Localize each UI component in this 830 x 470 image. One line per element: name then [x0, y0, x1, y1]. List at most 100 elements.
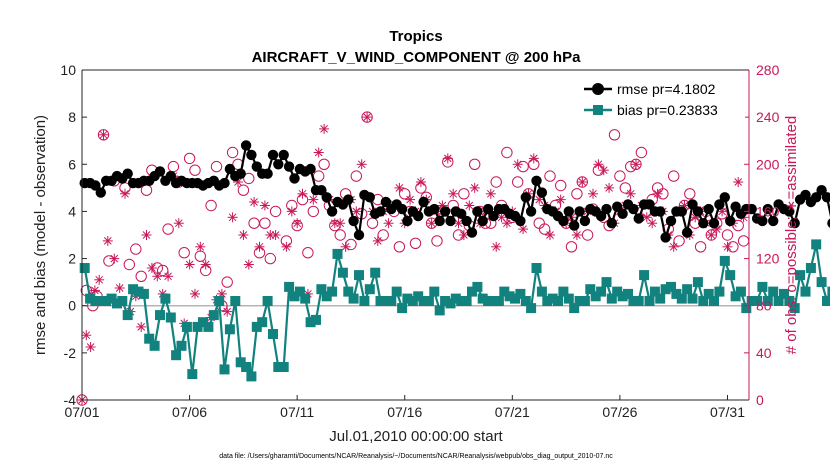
rmse-point-26 — [219, 177, 230, 189]
obs-possible-point-49 — [350, 170, 362, 182]
obs-possible-point-69 — [458, 188, 470, 200]
obs-assimilated-point-35 — [259, 200, 270, 211]
rmse-point-31 — [246, 149, 257, 161]
rmse-point-51 — [353, 229, 365, 241]
obs-possible-point-101 — [630, 158, 642, 171]
bias-point-49 — [343, 286, 354, 297]
bias-point-70 — [456, 296, 467, 306]
bias-point-19 — [181, 321, 192, 332]
bias-point-120 — [725, 270, 736, 281]
obs-assimilated-point-122 — [733, 177, 744, 187]
obs-possible-point-60 — [409, 237, 422, 250]
obs-possible-point-54 — [377, 229, 389, 241]
obs-assimilated-point-77 — [491, 241, 502, 252]
bias-point-92 — [574, 296, 585, 306]
rmse-point-65 — [429, 203, 440, 215]
bias-point-113 — [687, 293, 698, 304]
x-axis-label: Jul.01,2010 00:00:00 start — [329, 428, 503, 445]
obs-possible-point-33 — [259, 217, 271, 229]
obs-assimilated-point-65 — [426, 218, 437, 229]
rmse-point-134 — [800, 189, 811, 201]
bias-point-130 — [779, 288, 789, 299]
obs-possible-point-75 — [490, 176, 502, 188]
obs-possible-point-20 — [189, 164, 201, 176]
bias-point-75 — [483, 296, 494, 306]
bias-point-103 — [633, 296, 644, 306]
bias-point-5 — [106, 293, 117, 304]
rmse-point-138 — [821, 192, 830, 203]
obs-assimilated-point-52 — [356, 159, 367, 170]
bias-point-59 — [397, 303, 408, 314]
rmse-point-136 — [811, 192, 822, 203]
obs-assimilated-point-102 — [625, 188, 636, 199]
rmse-point-131 — [784, 206, 795, 217]
rmse-point-127 — [762, 203, 773, 215]
obs-assimilated-point-106 — [647, 218, 658, 229]
bias-point-109 — [666, 281, 676, 292]
rmse-point-118 — [714, 199, 725, 210]
rmse-point-120 — [725, 215, 736, 227]
bias-point-60 — [402, 293, 413, 304]
left-y-axis-ticks: -4 -2 0 2 4 6 8 10 — [60, 62, 87, 408]
bias-point-128 — [768, 286, 779, 297]
bias-point-29 — [235, 357, 246, 368]
bias-point-26 — [219, 364, 230, 375]
bias-point-11 — [138, 288, 149, 299]
bias-point-77 — [493, 296, 504, 306]
rmse-point-35 — [267, 149, 279, 161]
bias-point-125 — [752, 296, 763, 306]
right-y-tick-label-1: 40 — [756, 345, 772, 361]
bias-point-80 — [510, 293, 520, 304]
bias-point-34 — [262, 296, 273, 306]
bias-point-124 — [746, 296, 757, 306]
bias-point-91 — [569, 303, 580, 314]
x-tick-label-3: 07/16 — [387, 404, 422, 420]
right-y-tick-label-5: 200 — [756, 156, 780, 172]
obs-assimilated-point-28 — [222, 306, 233, 317]
obs-possible-point-4 — [97, 129, 110, 141]
x-tick-label-1: 07/06 — [172, 404, 207, 420]
obs-assimilated-point-13 — [141, 230, 152, 240]
bias-point-17 — [171, 350, 182, 361]
obs-assimilated-point-6 — [102, 235, 113, 246]
bias-point-38 — [284, 281, 295, 292]
obs-possible-point-77 — [501, 146, 513, 159]
rmse-point-29 — [235, 168, 246, 179]
obs-possible-point-51 — [361, 111, 373, 123]
bias-point-14 — [155, 310, 165, 321]
rmse-point-119 — [719, 192, 730, 203]
rmse-point-91 — [569, 220, 580, 231]
obs-assimilated-point-87 — [545, 230, 555, 240]
right-y-tick-label-3: 120 — [756, 251, 780, 267]
bias-point-99 — [612, 286, 623, 297]
bias-point-43 — [311, 314, 321, 325]
bias-point-111 — [676, 293, 687, 304]
bias-point-33 — [257, 317, 268, 328]
obs-possible-point-10 — [135, 270, 147, 282]
legend: rmse pr=4.1802 bias pr=0.23833 — [580, 75, 745, 121]
bias-point-4 — [101, 296, 112, 306]
obs-assimilated-point-97 — [598, 165, 609, 176]
obs-possible-point-115 — [705, 229, 717, 241]
y-tick-label-5: 6 — [68, 156, 76, 172]
rmse-point-132 — [789, 218, 800, 229]
bias-point-95 — [590, 291, 601, 302]
bias-point-41 — [300, 293, 311, 304]
obs-possible-point-111 — [684, 188, 696, 200]
bias-point-39 — [289, 291, 300, 302]
obs-possible-point-15 — [162, 223, 174, 235]
obs-assimilated-point-96 — [593, 159, 604, 170]
obs-assimilated-point-82 — [518, 224, 529, 235]
bias-point-9 — [128, 284, 139, 295]
rmse-point-8 — [122, 168, 133, 179]
bias-point-66 — [434, 305, 445, 316]
bias-point-63 — [418, 296, 429, 306]
bias-point-12 — [144, 333, 155, 344]
bias-point-50 — [348, 293, 359, 304]
y-tick-label-2: 0 — [68, 298, 76, 314]
obs-assimilated-point-31 — [238, 230, 249, 240]
rmse-point-111 — [676, 206, 687, 217]
obs-possible-point-40 — [302, 247, 314, 259]
obs-assimilated-point-7 — [109, 253, 120, 264]
